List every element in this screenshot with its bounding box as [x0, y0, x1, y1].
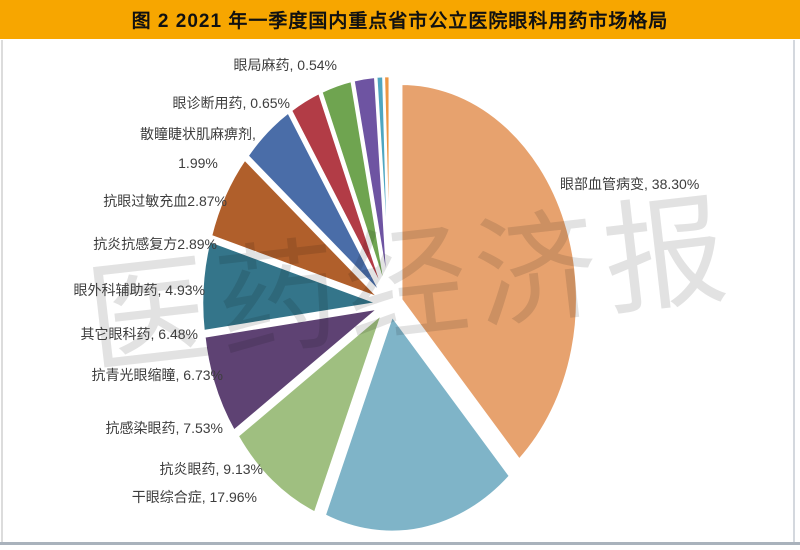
pie-slice-3: [203, 307, 381, 433]
pie-slice-6: [246, 110, 384, 297]
slice-label-qita: 其它眼科药, 6.48%: [80, 326, 198, 342]
pie-slice-8: [320, 79, 388, 294]
frame-right-line: [793, 40, 795, 542]
pie-slice-4: [200, 239, 380, 333]
pie-slice-5: [209, 158, 381, 300]
slice-label-kangguomin: 抗眼过敏充血2.87%: [103, 193, 227, 209]
frame-bottom-line: [0, 542, 800, 545]
title-bar: 图 2 2021 年一季度国内重点省市公立医院眼科用药市场格局: [0, 0, 800, 39]
slice-label-santong: 散瞳睫状肌麻痹剂, 1.99%: [134, 120, 262, 178]
pie-slice-11: [382, 74, 392, 294]
slice-label-yanbu-xueguan: 眼部血管病变, 38.30%: [560, 176, 700, 192]
slice-label-yanwaike: 眼外科辅助药, 4.93%: [73, 282, 205, 298]
pie-slice-7: [289, 91, 386, 295]
slice-label-ganyan: 干眼综合症, 17.96%: [131, 489, 257, 505]
figure-title: 图 2 2021 年一季度国内重点省市公立医院眼科用药市场格局: [131, 11, 669, 32]
frame-left-line: [1, 40, 3, 542]
slice-label-santong-line1: 散瞳睫状肌麻痹剂,: [140, 126, 256, 142]
pie-slice-0: [399, 82, 579, 462]
slice-label-kangyan-fufang: 抗炎抗感复方2.89%: [93, 236, 217, 252]
pie-slice-2: [236, 312, 384, 515]
pie-slice-1: [323, 314, 512, 534]
slice-label-kangqingguang: 抗青光眼缩瞳, 6.73%: [91, 367, 223, 383]
slice-label-kangganran: 抗感染眼药, 7.53%: [105, 420, 223, 436]
slice-label-yanzhen: 眼诊断用药, 0.65%: [172, 95, 290, 111]
slice-label-kangyan-yanyao: 抗炎眼药, 9.13%: [159, 461, 263, 477]
slice-label-santong-line2: 1.99%: [178, 155, 218, 171]
slice-label-yanju: 眼局麻药, 0.54%: [233, 57, 337, 73]
